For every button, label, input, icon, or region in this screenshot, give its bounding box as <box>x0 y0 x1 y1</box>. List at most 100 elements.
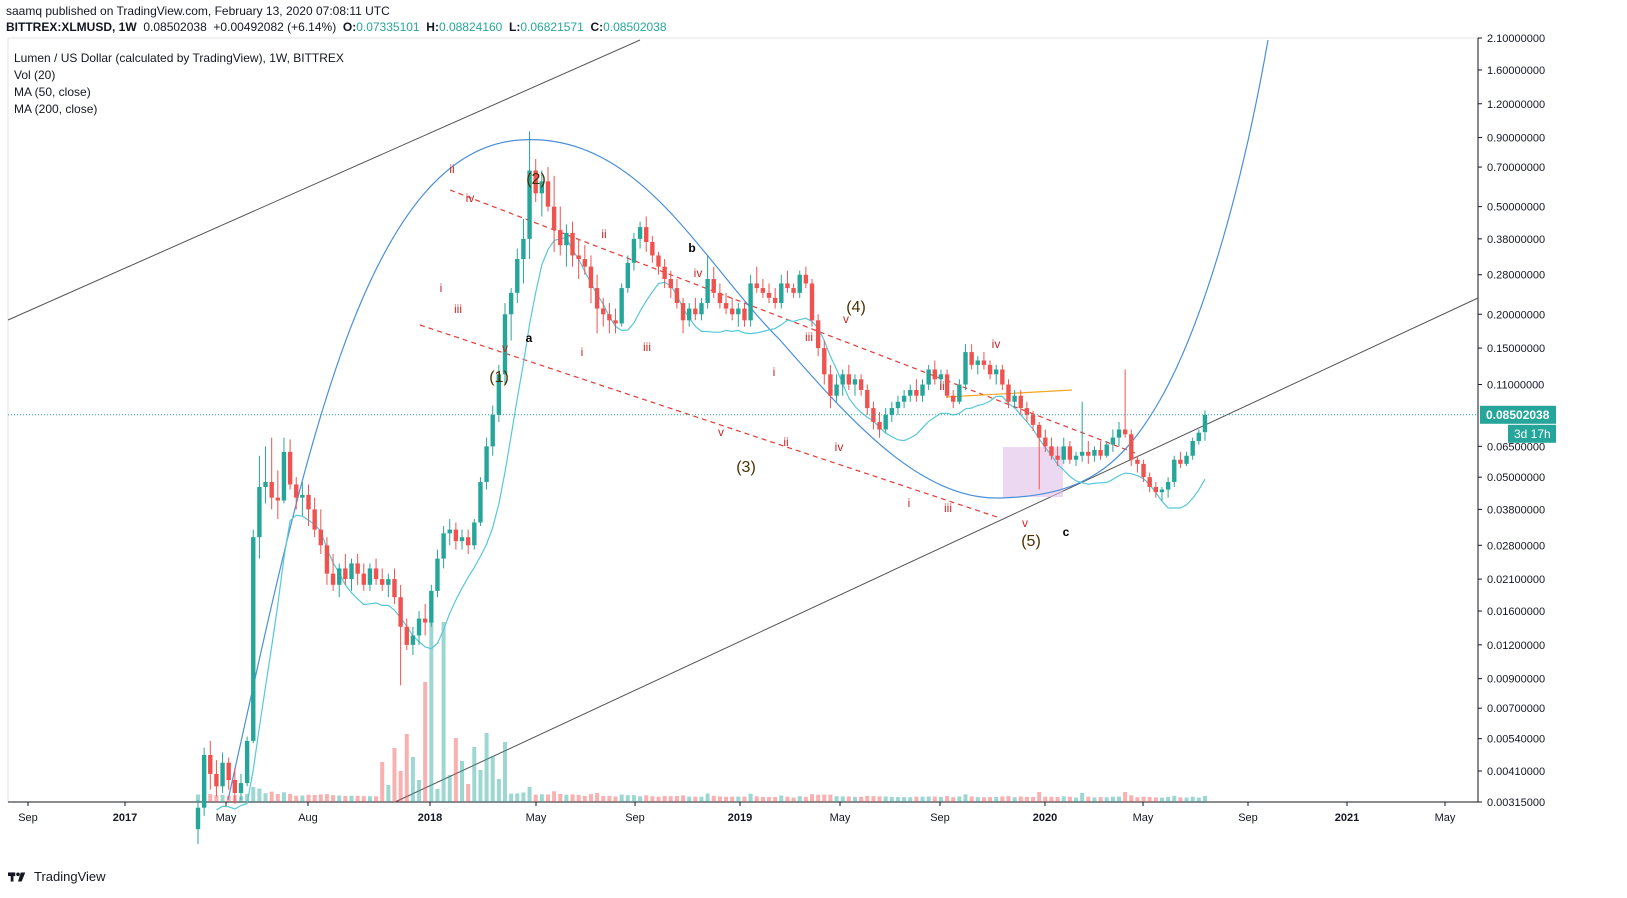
candle-body <box>889 408 895 415</box>
volume-bar <box>355 795 360 802</box>
volume-bar <box>1178 797 1183 802</box>
y-tick-label: 0.05000000 <box>1487 472 1545 484</box>
volume-bar <box>1018 796 1023 802</box>
candle-body <box>257 486 262 538</box>
candle-body <box>1190 441 1195 456</box>
candle-body <box>779 283 784 304</box>
wave-label: ii <box>449 162 454 176</box>
volume-bar <box>1117 796 1121 802</box>
volume-bar <box>687 796 692 802</box>
legend-ma200[interactable]: MA (200, close) <box>14 102 98 116</box>
volume-bar <box>1049 796 1054 802</box>
candle-body <box>1104 444 1109 456</box>
candle-body <box>330 573 336 585</box>
candle-body <box>815 320 821 349</box>
volume-bar <box>484 733 489 802</box>
volume-bar <box>945 796 950 802</box>
open-label: O: <box>342 20 357 34</box>
y-tick-label: 0.02100000 <box>1487 574 1545 586</box>
volume-bar <box>650 796 655 802</box>
candle-body <box>1098 450 1103 456</box>
volume-bar <box>1012 797 1017 802</box>
candle-body <box>662 266 667 280</box>
x-tick-label: Sep <box>1238 812 1258 824</box>
volume-bar <box>318 794 323 802</box>
candle-body <box>680 303 686 321</box>
candle-body <box>1110 437 1116 445</box>
volume-bar <box>754 796 759 802</box>
candle-body <box>895 401 901 409</box>
candle-body <box>459 537 465 542</box>
volume-bar <box>1166 796 1171 802</box>
wave-label: iii <box>944 501 952 515</box>
volume-bar <box>275 794 280 802</box>
plot-frame <box>7 37 1479 803</box>
wave-label: iii <box>454 302 462 316</box>
low-value: 0.06821571 <box>520 20 584 34</box>
candle-body <box>306 494 311 510</box>
volume-bar <box>994 796 999 802</box>
candle-body <box>772 297 778 304</box>
tradingview-footer[interactable]: TradingView <box>8 869 106 884</box>
volume-bar <box>607 795 612 802</box>
volume-bar <box>496 779 501 802</box>
volume-bar <box>196 794 200 802</box>
y-tick-label: 0.15000000 <box>1487 343 1545 355</box>
candle-body <box>994 369 999 375</box>
volume-bar <box>1086 796 1091 802</box>
x-tick-label: May <box>1435 812 1456 824</box>
volume-bar <box>208 794 213 802</box>
volume-bar <box>245 793 250 802</box>
volume-bar <box>472 747 477 802</box>
candle-body <box>766 292 772 298</box>
candle-body <box>619 288 624 324</box>
volume-bar <box>859 796 864 802</box>
candle-body <box>748 283 753 321</box>
candle-body <box>558 229 563 246</box>
wave-label: a <box>526 331 533 345</box>
candle-body <box>312 509 317 530</box>
wave-label: iv <box>466 191 475 205</box>
volume-bar <box>816 794 821 802</box>
candle-body <box>699 303 704 315</box>
y-tick-label: 0.50000000 <box>1487 202 1545 214</box>
candle-body <box>435 558 440 591</box>
wave-label: iv <box>694 266 703 280</box>
legend-title[interactable]: Lumen / US Dollar (calculated by Trading… <box>14 51 344 65</box>
volume-bar <box>1104 797 1109 802</box>
candle-body <box>1196 432 1202 442</box>
candle-body <box>502 314 508 375</box>
candle-body <box>220 762 225 787</box>
candle-body <box>797 274 802 293</box>
x-tick-label: May <box>216 812 237 824</box>
volume-bar <box>490 756 495 802</box>
volume-bar <box>613 796 618 802</box>
volume-bar <box>1000 796 1005 802</box>
candle-body <box>631 238 637 263</box>
candle-body <box>828 374 833 396</box>
y-tick-label: 0.20000000 <box>1487 309 1545 321</box>
candle-body <box>318 529 323 546</box>
volume-bar <box>938 796 943 802</box>
volume-bar <box>828 794 833 802</box>
candle-body <box>287 451 293 485</box>
open-value: 0.07335101 <box>356 20 420 34</box>
candle-body <box>201 754 207 808</box>
legend-vol[interactable]: Vol (20) <box>14 68 56 82</box>
candle-body <box>251 537 256 741</box>
volume-bar <box>1024 796 1029 802</box>
candle-body <box>644 227 649 242</box>
candle-body <box>238 783 244 794</box>
legend-ma50[interactable]: MA (50, close) <box>14 85 91 99</box>
volume-bar <box>582 795 587 802</box>
wave-label: b <box>688 241 695 255</box>
volume-bar <box>306 794 311 802</box>
volume-bar <box>269 791 274 802</box>
candle-body <box>687 308 692 321</box>
volume-bar <box>785 796 790 802</box>
candle-body <box>564 232 569 246</box>
volume-bar <box>1110 796 1115 802</box>
candle-body <box>367 568 373 585</box>
candle-body <box>1141 463 1146 478</box>
